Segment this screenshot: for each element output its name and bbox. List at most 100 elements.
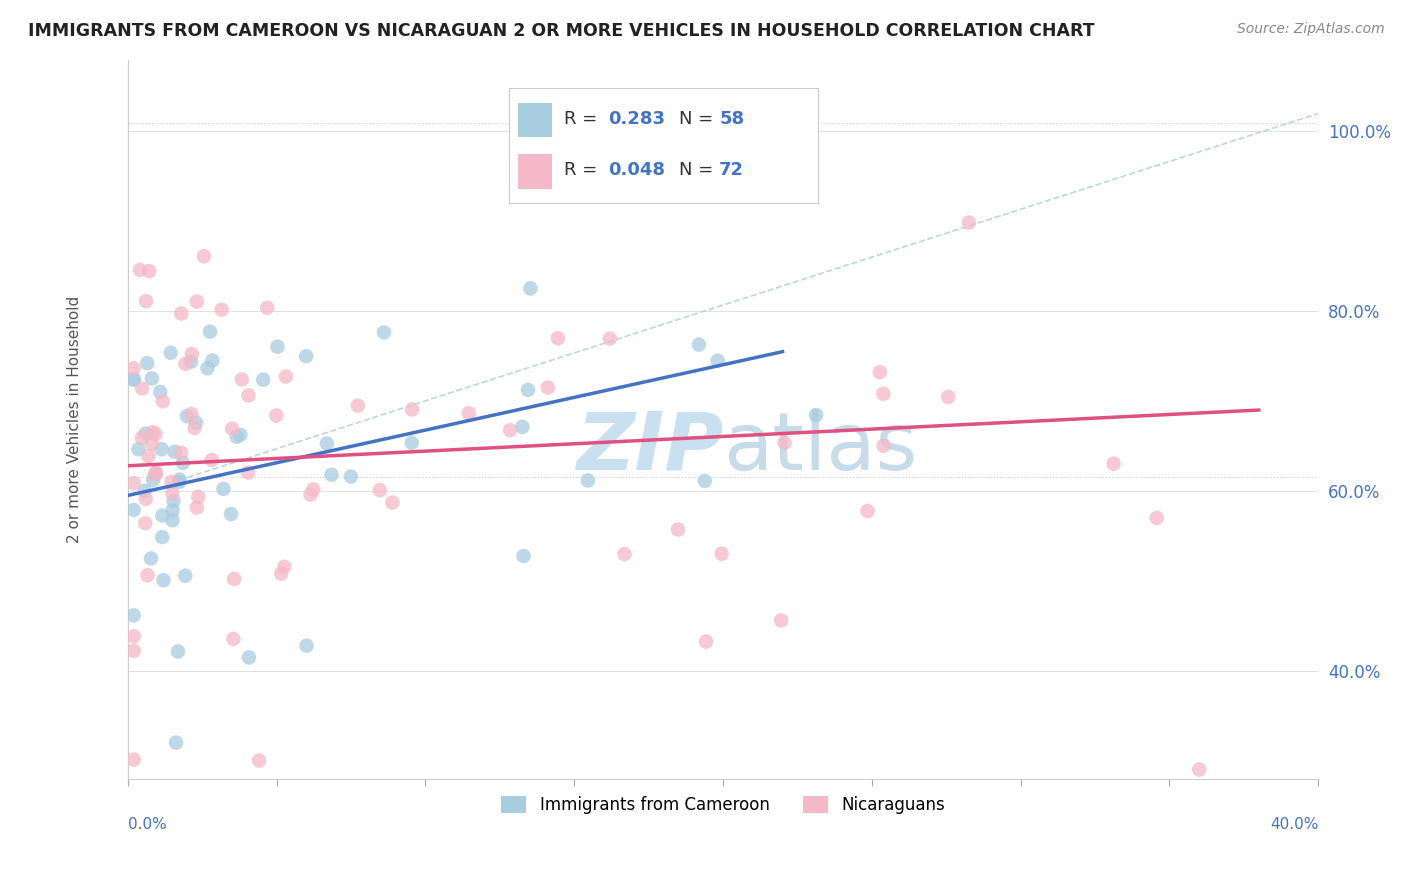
Point: [187, 490, 209, 504]
Point: [222, 572, 245, 586]
Point: [127, 442, 149, 457]
Point: [666, 523, 689, 537]
Point: [256, 301, 278, 315]
Point: [211, 302, 233, 317]
Point: [229, 427, 252, 442]
Point: [167, 644, 190, 658]
Point: [537, 380, 560, 394]
Point: [122, 361, 145, 376]
Point: [152, 394, 174, 409]
Point: [221, 422, 243, 436]
Point: [295, 349, 318, 363]
Point: [274, 369, 297, 384]
Point: [139, 551, 162, 566]
Point: [145, 465, 167, 479]
Point: [770, 614, 793, 628]
Point: [143, 467, 166, 482]
Point: [693, 474, 716, 488]
Point: [236, 466, 259, 480]
Point: [695, 634, 717, 648]
Point: [145, 427, 167, 442]
Point: [321, 467, 343, 482]
Point: [122, 629, 145, 643]
Point: [197, 361, 219, 376]
Point: [150, 442, 173, 457]
Point: [170, 306, 193, 320]
Point: [186, 500, 208, 515]
Point: [184, 416, 207, 430]
Point: [186, 294, 208, 309]
Point: [142, 473, 165, 487]
Point: [169, 475, 191, 489]
Point: [773, 435, 796, 450]
Point: [688, 337, 710, 351]
Point: [170, 445, 193, 459]
Point: [131, 381, 153, 395]
Point: [252, 373, 274, 387]
Point: [162, 503, 184, 517]
Point: [160, 475, 183, 489]
Point: [804, 408, 827, 422]
Point: [225, 430, 247, 444]
Point: [136, 568, 159, 582]
Point: [141, 425, 163, 440]
Point: [613, 547, 636, 561]
Point: [643, 145, 665, 159]
Point: [547, 331, 569, 345]
Point: [174, 357, 197, 371]
Point: [1146, 511, 1168, 525]
Point: [201, 453, 224, 467]
Point: [499, 423, 522, 437]
Point: [162, 494, 184, 508]
Point: [152, 508, 174, 523]
Point: [135, 491, 157, 506]
Point: [138, 449, 160, 463]
Point: [457, 406, 479, 420]
Point: [193, 249, 215, 263]
Point: [347, 399, 370, 413]
Point: [183, 421, 205, 435]
Point: [1188, 763, 1211, 777]
Point: [266, 340, 288, 354]
Text: 0.0%: 0.0%: [128, 817, 166, 832]
Point: [149, 384, 172, 399]
Point: [122, 476, 145, 491]
Point: [957, 215, 980, 229]
Point: [212, 482, 235, 496]
Point: [340, 469, 363, 483]
Point: [162, 513, 184, 527]
Point: [180, 407, 202, 421]
Point: [856, 504, 879, 518]
Point: [141, 371, 163, 385]
Point: [872, 386, 894, 401]
Point: [599, 332, 621, 346]
Point: [129, 263, 152, 277]
Point: [131, 431, 153, 445]
Point: [219, 507, 242, 521]
Point: [198, 325, 221, 339]
Point: [141, 436, 163, 450]
Point: [134, 516, 156, 531]
Point: [401, 435, 423, 450]
Point: [136, 356, 159, 370]
Point: [519, 281, 541, 295]
Point: [368, 483, 391, 497]
Point: [174, 568, 197, 582]
Text: ZIP: ZIP: [575, 409, 723, 487]
Point: [706, 353, 728, 368]
Point: [162, 486, 184, 500]
Point: [134, 483, 156, 498]
Point: [122, 373, 145, 387]
Point: [135, 294, 157, 309]
Point: [159, 345, 181, 359]
Point: [872, 439, 894, 453]
Point: [122, 503, 145, 517]
Point: [401, 402, 423, 417]
Point: [512, 420, 534, 434]
Point: [869, 365, 891, 379]
Point: [172, 456, 194, 470]
Point: [302, 483, 325, 497]
Point: [122, 372, 145, 386]
Point: [381, 495, 404, 509]
Point: [936, 390, 959, 404]
